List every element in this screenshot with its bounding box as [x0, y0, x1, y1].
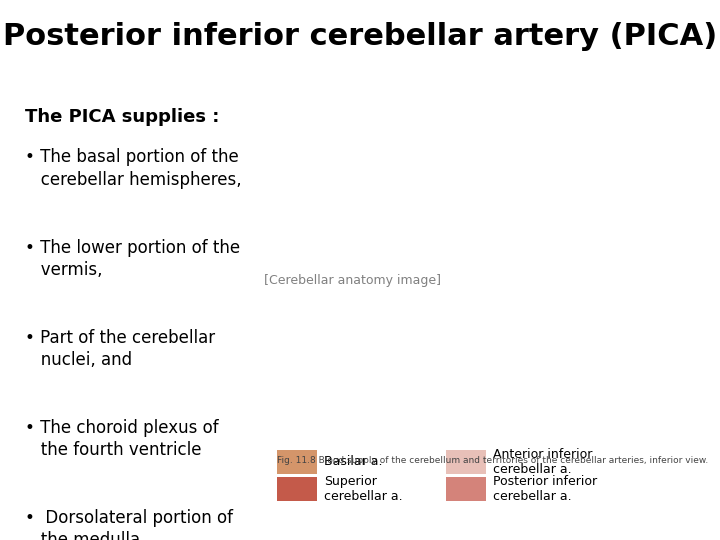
- Text: Basilar a.: Basilar a.: [324, 455, 382, 468]
- Text: • The lower portion of the
   vermis,: • The lower portion of the vermis,: [25, 239, 240, 279]
- Text: Posterior inferior cerebellar artery (PICA): Posterior inferior cerebellar artery (PI…: [3, 22, 717, 51]
- Text: • The basal portion of the
   cerebellar hemispheres,: • The basal portion of the cerebellar he…: [25, 148, 242, 188]
- Text: • Part of the cerebellar
   nuclei, and: • Part of the cerebellar nuclei, and: [25, 328, 215, 369]
- Text: Superior
cerebellar a.: Superior cerebellar a.: [324, 475, 402, 503]
- Text: Fig. 11.8 Blood supply of the cerebellum and territories of the cerebellar arter: Fig. 11.8 Blood supply of the cerebellum…: [277, 456, 708, 465]
- Text: The PICA supplies :: The PICA supplies :: [25, 108, 220, 126]
- Text: • The choroid plexus of
   the fourth ventricle: • The choroid plexus of the fourth ventr…: [25, 418, 219, 459]
- Text: Anterior inferior
cerebellar a.: Anterior inferior cerebellar a.: [493, 448, 593, 476]
- Text: Posterior inferior
cerebellar a.: Posterior inferior cerebellar a.: [493, 475, 598, 503]
- Text: •  Dorsolateral portion of
   the medulla.: • Dorsolateral portion of the medulla.: [25, 509, 233, 540]
- Text: [Cerebellar anatomy image]: [Cerebellar anatomy image]: [264, 274, 441, 287]
